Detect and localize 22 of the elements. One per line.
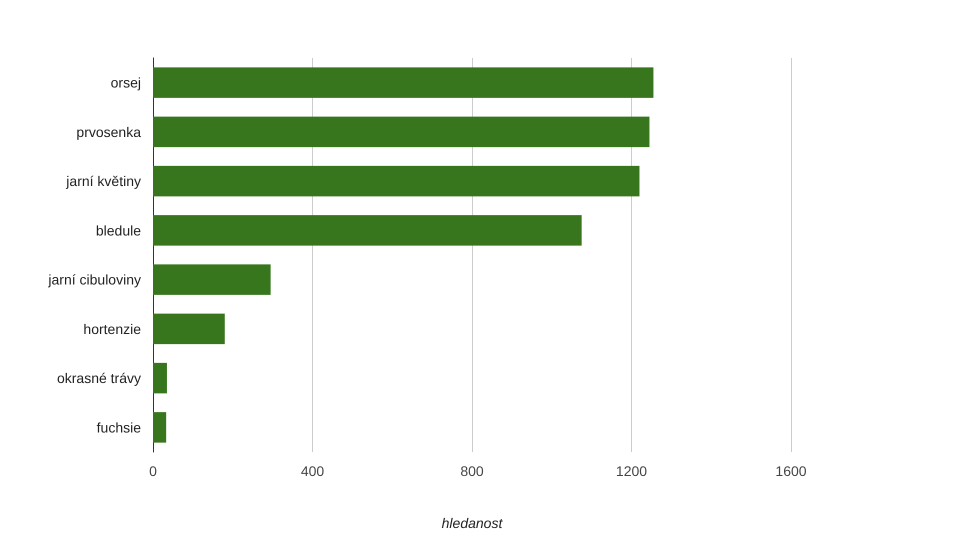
x-axis-title: hledanost [442, 515, 504, 531]
y-tick-label: prvosenka [76, 124, 142, 140]
y-tick-label: okrasné trávy [56, 370, 141, 386]
bar [153, 362, 167, 394]
x-tick-label: 1600 [775, 463, 807, 479]
bar [153, 314, 225, 344]
y-tick-label: jarní květiny [65, 173, 141, 190]
bar [153, 412, 166, 443]
y-tick-label: jarní cibuloviny [47, 272, 141, 288]
y-tick-label: bledule [96, 222, 142, 238]
bar [153, 116, 650, 148]
x-tick-label: 1200 [616, 463, 648, 479]
bar [153, 67, 654, 98]
bar [153, 215, 582, 246]
x-tick-label: 800 [460, 463, 484, 479]
bar [153, 264, 271, 295]
y-tick-label: fuchsie [96, 419, 142, 436]
bar [153, 166, 640, 196]
x-tick-label: 0 [149, 463, 158, 479]
x-tick-label: 400 [300, 463, 324, 479]
y-tick-label: orsej [110, 74, 141, 91]
y-tick-label: hortenzie [83, 320, 142, 337]
